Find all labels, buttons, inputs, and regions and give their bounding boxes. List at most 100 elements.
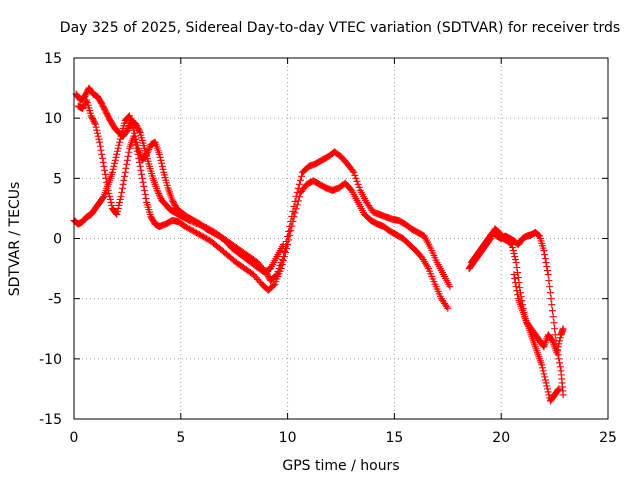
x-tick-label: 5 [176,430,185,446]
data-point-marker [514,274,522,282]
data-point-marker [138,170,146,178]
data-point-marker [141,190,149,198]
data-point-marker [113,147,121,155]
data-point-marker [117,192,125,200]
data-point-marker [542,379,550,387]
data-point-marker [556,359,564,367]
y-tick-label: -10 [39,352,62,368]
data-point-marker [113,150,121,158]
data-point-marker [139,178,147,186]
data-point-marker [541,255,549,263]
data-point-marker [549,313,557,321]
x-tick-label: 25 [599,430,617,446]
data-point-marker [289,217,297,225]
y-tick-label: 5 [53,171,62,187]
data-point-marker [543,267,551,275]
data-point-marker [548,301,556,309]
chart-title: Day 325 of 2025, Sidereal Day-to-day VTE… [60,20,620,36]
data-point-marker [143,150,151,158]
data-point-marker [118,184,126,192]
data-point-marker [295,193,303,201]
data-point-marker [544,271,552,279]
data-point-marker [542,259,550,267]
data-point-marker [513,287,521,295]
data-point-marker [511,279,519,287]
data-point-marker [512,283,520,291]
data-point-marker [124,152,132,160]
data-point-marker [155,150,163,158]
data-point-marker [546,283,554,291]
data-point-marker [545,277,553,285]
data-point-marker [349,167,357,175]
data-point-marker [108,201,116,209]
series-track-c [70,112,287,276]
data-point-marker [286,231,294,239]
data-point-marker [106,195,114,203]
data-point-marker [541,373,549,381]
data-point-marker [541,376,549,384]
y-tick-label: 10 [44,111,62,127]
data-point-marker [154,188,162,196]
data-point-marker [538,364,546,372]
data-point-marker [158,159,166,167]
data-point-marker [553,346,561,354]
data-point-marker [555,385,563,393]
x-tick-label: 20 [492,430,510,446]
data-point-marker [100,162,108,170]
data-point-marker [285,236,293,244]
data-point-marker [446,283,454,291]
data-point-marker [279,257,287,265]
data-point-marker [548,336,556,344]
data-point-marker [510,271,518,279]
data-point-marker [144,147,152,155]
data-point-marker [354,180,362,188]
y-tick-label: -5 [48,292,62,308]
data-point-marker [114,144,122,152]
y-tick-labels: -15 -10 -5 0 5 10 15 [39,51,62,428]
data-point-marker [297,172,305,180]
data-point-marker [120,176,128,184]
data-point-marker [513,264,521,272]
data-point-marker [278,261,286,269]
data-point-marker [91,120,99,128]
data-point-marker [136,162,144,170]
data-point-marker [159,165,167,173]
data-point-marker [137,166,145,174]
data-point-marker [511,256,519,264]
data-point-marker [113,210,121,218]
data-point-marker [534,231,542,239]
series-track-f [510,271,567,357]
data-point-marker [553,349,561,357]
data-point-marker [143,149,151,157]
data-point-marker [101,170,109,178]
data-point-marker [559,391,567,399]
data-point-marker [511,275,519,283]
data-point-marker [138,174,146,182]
data-point-marker [350,168,358,176]
data-point-marker [122,164,130,172]
data-point-marker [97,146,105,154]
data-point-marker [352,174,360,182]
data-point-marker [550,319,558,327]
x-tick-label: 10 [279,430,297,446]
data-point-marker [555,355,563,363]
data-point-marker [543,382,551,390]
data-point-marker [559,325,567,333]
data-point-marker [121,172,129,180]
data-point-marker [118,188,126,196]
data-point-marker [99,193,107,201]
x-tick-labels: 0 5 10 15 20 25 [70,430,617,446]
data-point-marker [554,386,562,394]
data-point-marker [156,193,164,201]
data-point-marker [123,160,131,168]
data-point-marker [136,127,144,135]
data-point-marker [270,281,278,289]
data-point-marker [541,251,549,259]
data-point-marker [114,204,122,212]
data-point-marker [157,156,165,164]
data-point-marker [538,361,546,369]
data-point-marker [156,153,164,161]
data-point-marker [125,148,133,156]
data-point-marker [288,222,296,230]
data-point-marker [546,289,554,297]
